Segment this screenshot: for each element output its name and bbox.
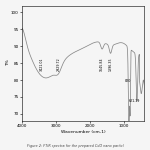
Text: 621.19: 621.19	[129, 99, 141, 103]
Text: 1396.35: 1396.35	[109, 57, 112, 70]
Text: 1645.84: 1645.84	[100, 57, 104, 70]
Text: Figure 2: FTIR spectra for the prepared CdO nano particl: Figure 2: FTIR spectra for the prepared …	[27, 144, 123, 148]
Text: 820: 820	[125, 79, 132, 83]
Text: 3421.01: 3421.01	[40, 57, 44, 70]
Text: 2929.72: 2929.72	[56, 57, 60, 70]
X-axis label: Wavenumber (cm-1): Wavenumber (cm-1)	[61, 130, 105, 134]
Y-axis label: T%: T%	[6, 60, 10, 66]
